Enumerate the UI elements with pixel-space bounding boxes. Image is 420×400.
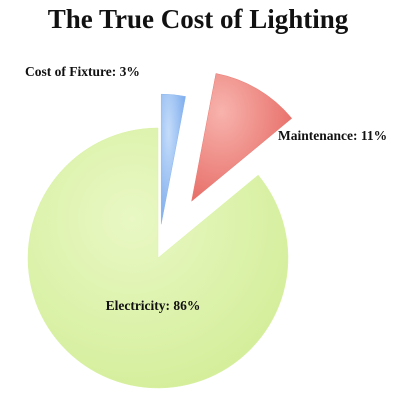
pie-slice [160, 93, 186, 225]
data-label: Maintenance: 11% [278, 128, 387, 143]
pie-slice [27, 127, 289, 389]
chart-title: The True Cost of Lighting [48, 4, 349, 34]
pie-slice [191, 73, 293, 202]
data-label: Cost of Fixture: 3% [25, 64, 140, 79]
data-label: Electricity: 86% [106, 298, 201, 313]
